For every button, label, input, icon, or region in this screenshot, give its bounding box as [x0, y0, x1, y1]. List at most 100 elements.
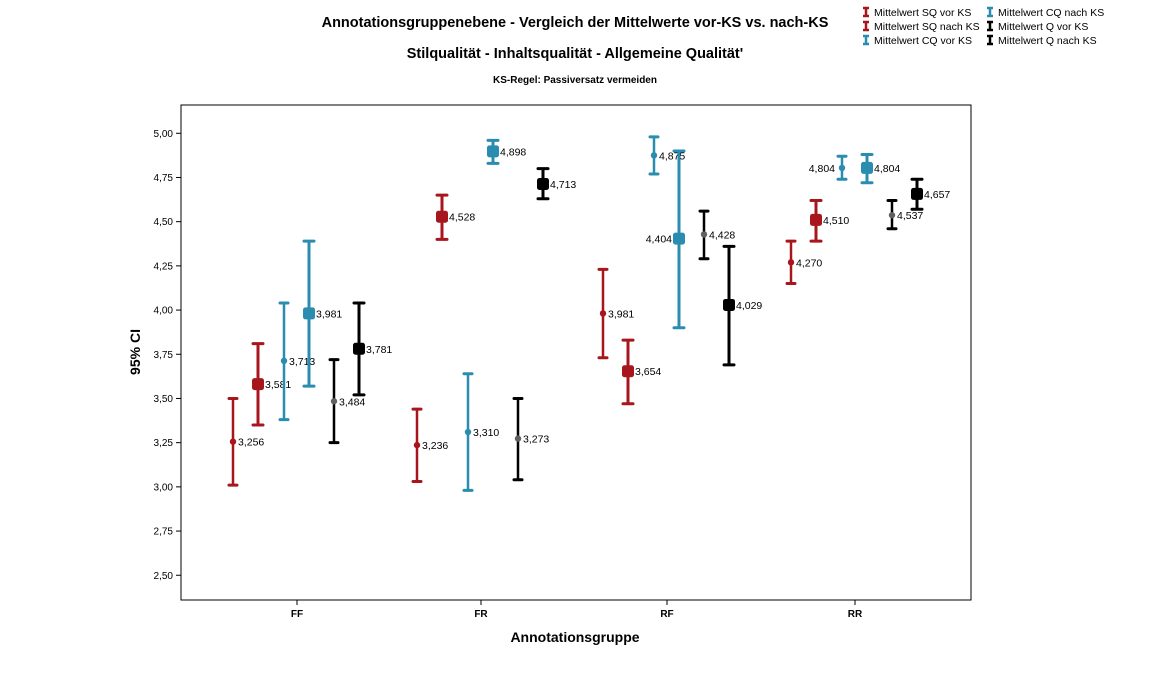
- legend-label: Mittelwert Q nach KS: [998, 35, 1097, 47]
- y-axis-title: 95% CI: [127, 329, 143, 375]
- data-label: 3,581: [265, 379, 291, 391]
- errorbar-3-fr: 3,310: [462, 372, 499, 492]
- data-label: 3,484: [339, 396, 365, 408]
- errorbar-6-ff: 3,781: [352, 301, 392, 397]
- errorbar-1-rf: 3,981: [597, 267, 634, 360]
- mean-point: [622, 365, 634, 378]
- chart-subtitle: Stilqualität - Inhaltsqualität - Allgeme…: [407, 46, 743, 62]
- errorbar-4-ff: 3,981: [302, 239, 342, 388]
- data-label: 4,510: [823, 215, 849, 227]
- mean-point: [229, 438, 237, 445]
- mean-point: [353, 342, 365, 355]
- data-label: 4,898: [500, 146, 526, 158]
- data-label: 4,029: [736, 300, 762, 312]
- errorbar-2-ff: 3,581: [251, 342, 291, 427]
- data-label: 3,713: [289, 356, 315, 368]
- data-label: 4,404: [646, 234, 672, 246]
- errorbar-1-rr: 4,270: [785, 239, 822, 286]
- mean-point: [487, 145, 499, 158]
- legend-item-2: Mittelwert SQ nach KS: [863, 20, 980, 33]
- mean-point: [436, 210, 448, 223]
- mean-point: [252, 378, 264, 391]
- mean-point: [464, 428, 472, 436]
- legend-item-3: Mittelwert CQ vor KS: [863, 34, 972, 47]
- y-tick-label: 4,50: [154, 217, 174, 228]
- mean-point: [911, 187, 923, 200]
- errorbar-5-rf: 4,428: [698, 209, 735, 261]
- mean-point: [303, 307, 315, 320]
- mean-point: [787, 259, 795, 266]
- errorbar-2-rr: 4,510: [809, 198, 849, 243]
- mean-point: [723, 298, 735, 311]
- errorbar-5-fr: 3,273: [512, 396, 549, 482]
- data-label: 4,713: [550, 179, 576, 191]
- data-label: 3,273: [523, 434, 549, 446]
- data-label: 4,528: [449, 212, 475, 224]
- y-tick-label: 3,75: [154, 350, 174, 361]
- legend-label: Mittelwert CQ nach KS: [998, 7, 1104, 19]
- errorbar-6-fr: 4,713: [536, 167, 576, 201]
- legend-label: Mittelwert SQ vor KS: [874, 7, 971, 19]
- y-tick-label: 5,00: [154, 129, 174, 140]
- errorbar-2-rf: 3,654: [621, 338, 661, 406]
- x-axis-title: Annotationsgruppe: [510, 629, 639, 645]
- errorbar-4-rr: 4,804: [860, 153, 900, 185]
- x-tick-label: RF: [660, 609, 673, 620]
- mean-point: [280, 357, 288, 365]
- y-axis: 2,50 2,75 3,00 3,25 3,50 3,75 4,00 4,25 4,50 4,75…: [154, 129, 181, 582]
- chart-rule-label: KS-Regel: Passiversatz vermeiden: [493, 75, 657, 86]
- legend-label: Mittelwert CQ vor KS: [874, 35, 972, 47]
- mean-point: [810, 213, 822, 226]
- mean-point: [650, 152, 658, 159]
- mean-point: [888, 211, 896, 219]
- data-label: 3,310: [473, 427, 499, 439]
- mean-point: [330, 398, 338, 405]
- mean-point: [838, 164, 846, 172]
- data-label: 4,537: [897, 210, 923, 222]
- legend: Mittelwert SQ vor KS Mittelwert SQ nach K…: [863, 6, 1104, 47]
- y-tick-label: 3,00: [154, 482, 174, 493]
- legend-label: Mittelwert SQ nach KS: [874, 21, 980, 33]
- mean-point: [413, 441, 421, 449]
- chart-title: Annotationsgruppenebene - Vergleich der …: [322, 15, 829, 31]
- errorbar-3-rr: 4,804: [809, 154, 848, 181]
- y-tick-label: 3,25: [154, 438, 174, 449]
- y-tick-label: 3,50: [154, 394, 174, 405]
- x-tick-label: FF: [291, 609, 303, 620]
- data-label: 4,428: [709, 229, 735, 241]
- errorbar-6-rf: 4,029: [722, 244, 762, 367]
- errorbar-2-fr: 4,528: [435, 193, 475, 241]
- mean-point: [537, 178, 549, 191]
- mean-point: [599, 310, 607, 317]
- mean-point: [861, 161, 873, 174]
- data-label: 4,657: [924, 189, 950, 201]
- errorbar-5-ff: 3,484: [328, 358, 365, 445]
- x-tick-label: FR: [474, 609, 488, 620]
- x-axis: FF FR RF RR: [291, 600, 863, 620]
- y-tick-label: 2,50: [154, 571, 174, 582]
- data-label: 3,654: [635, 366, 661, 378]
- data-label: 4,804: [809, 163, 835, 175]
- mean-point: [514, 435, 522, 442]
- y-tick-label: 2,75: [154, 527, 174, 538]
- data-label: 3,981: [316, 308, 342, 320]
- errorbar-4-rf: 4,404: [646, 149, 686, 330]
- y-tick-label: 4,75: [154, 173, 174, 184]
- legend-item-4: Mittelwert CQ nach KS: [987, 6, 1104, 19]
- legend-item-6: Mittelwert Q nach KS: [987, 34, 1097, 47]
- data-label: 4,804: [874, 163, 900, 175]
- errorbar-5-rr: 4,537: [886, 198, 923, 231]
- errorbar-1-fr: 3,236: [411, 407, 448, 484]
- data-label: 3,781: [366, 344, 392, 356]
- mean-point: [700, 231, 708, 238]
- x-tick-label: RR: [848, 609, 863, 620]
- errorbar-1-ff: 3,256: [227, 396, 264, 487]
- y-tick-label: 4,00: [154, 306, 174, 317]
- data-label: 3,981: [608, 308, 634, 320]
- mean-point: [673, 232, 685, 245]
- data-label: 3,256: [238, 437, 264, 449]
- legend-item-1: Mittelwert SQ vor KS: [863, 6, 971, 19]
- y-tick-label: 4,25: [154, 261, 174, 272]
- errorbar-4-fr: 4,898: [486, 138, 526, 165]
